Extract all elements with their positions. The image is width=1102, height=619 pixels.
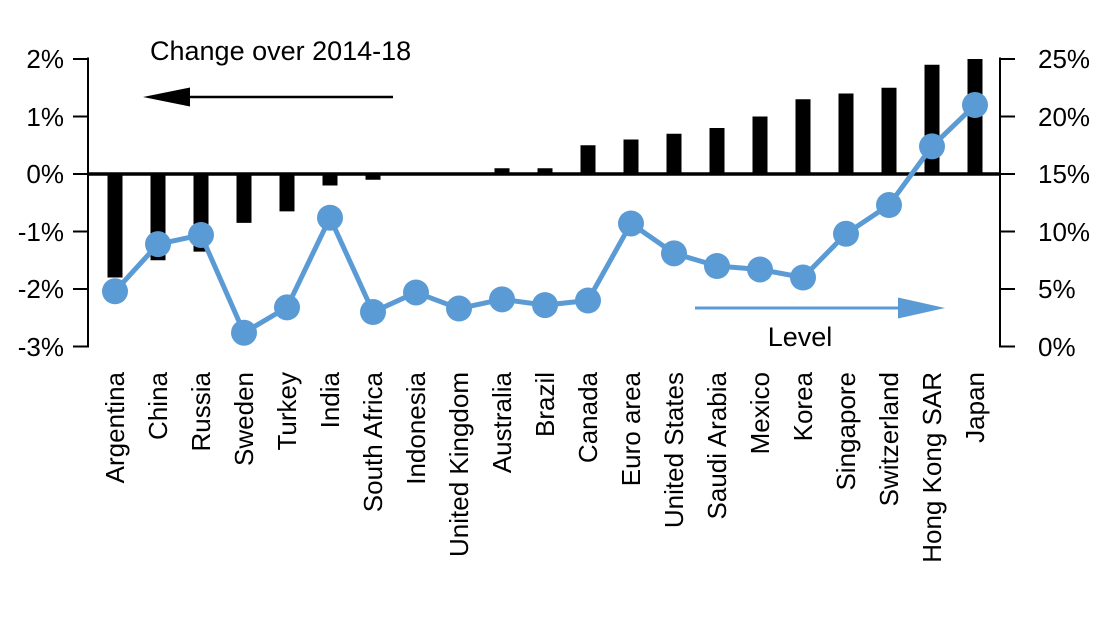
change-bar-euro-area: [623, 139, 639, 174]
change-bar-argentina: [107, 174, 123, 278]
change-bar-turkey: [279, 174, 295, 212]
change-bar-sweden: [236, 174, 252, 223]
right-axis-tick-label-5: 5%: [1038, 274, 1076, 304]
category-label-india: India: [315, 372, 345, 429]
category-label-russia: Russia: [186, 372, 216, 452]
level-marker-china: [145, 231, 171, 258]
right-axis-tick-label-0: 0%: [1038, 331, 1076, 362]
category-label-china: China: [143, 372, 173, 440]
change-bar-australia: [494, 168, 510, 174]
level-marker-united-states: [661, 240, 687, 267]
category-label-indonesia: Indonesia: [401, 372, 431, 485]
change-bar-korea: [795, 99, 811, 174]
level-marker-india: [317, 204, 343, 231]
change-bar-saudi-arabia: [709, 128, 725, 174]
category-label-argentina: Argentina: [100, 372, 130, 484]
level-marker-japan: [962, 92, 988, 118]
left-arrow-head-icon: [143, 87, 190, 107]
left-axis-tick-label-0: 0%: [26, 159, 64, 189]
level-marker-turkey: [274, 294, 300, 321]
category-label-mexico: Mexico: [745, 372, 775, 455]
right-axis-tick-label-10: 10%: [1038, 216, 1091, 247]
category-label-hong-kong-sar: Hong Kong SAR: [917, 372, 947, 563]
change-bar-canada: [580, 145, 596, 174]
left-axis-tick-label-2: 2%: [26, 44, 64, 74]
change-bar-india: [322, 174, 338, 186]
level-marker-canada: [575, 287, 601, 314]
left-axis-tick-label--1: -1%: [17, 216, 64, 247]
category-label-sweden: Sweden: [229, 372, 259, 466]
change-bar-south-africa: [365, 174, 381, 180]
category-label-turkey: Turkey: [272, 372, 302, 451]
right-arrow-head-icon: [898, 297, 945, 319]
level-marker-hong-kong-sar: [919, 133, 945, 160]
level-marker-sweden: [231, 319, 257, 346]
level-marker-south-africa: [360, 299, 386, 325]
category-label-euro-area: Euro area: [616, 372, 646, 487]
level-marker-euro-area: [618, 210, 644, 237]
right-axis-tick-label-20: 20%: [1038, 101, 1091, 132]
level-marker-switzerland: [876, 192, 902, 219]
right-axis-tick-label-25: 25%: [1038, 44, 1091, 74]
category-label-united-kingdom: United Kingdom: [444, 372, 474, 557]
category-label-brazil: Brazil: [530, 372, 560, 438]
category-label-saudi-arabia: Saudi Arabia: [702, 372, 732, 520]
level-marker-singapore: [833, 220, 859, 247]
category-label-united-states: United States: [659, 372, 689, 529]
level-marker-mexico: [747, 256, 773, 283]
change-bar-brazil: [537, 168, 553, 174]
level-marker-saudi-arabia: [704, 253, 730, 279]
level-marker-russia: [188, 221, 214, 248]
category-label-singapore: Singapore: [831, 372, 861, 491]
level-marker-argentina: [102, 278, 128, 305]
category-label-australia: Australia: [487, 372, 517, 474]
category-label-japan: Japan: [960, 372, 990, 443]
level-marker-korea: [790, 264, 816, 291]
change-bar-mexico: [752, 116, 768, 174]
change-bar-switzerland: [881, 87, 897, 174]
level-marker-united-kingdom: [446, 295, 472, 322]
right-axis-tick-label-15: 15%: [1038, 159, 1091, 189]
change-bar-singapore: [838, 93, 854, 174]
left-axis-tick-label-1: 1%: [26, 101, 64, 132]
category-label-korea: Korea: [788, 372, 818, 442]
left-axis-tick-label--3: -3%: [17, 331, 64, 362]
left-axis-tick-label--2: -2%: [17, 274, 64, 304]
category-label-canada: Canada: [573, 372, 603, 464]
bar-series-annotation: Change over 2014-18: [150, 36, 412, 66]
category-label-south-africa: South Africa: [358, 372, 388, 513]
level-marker-brazil: [532, 292, 558, 319]
level-marker-australia: [489, 286, 515, 313]
level-marker-indonesia: [403, 279, 429, 306]
line-series-annotation: Level: [767, 322, 833, 352]
category-label-switzerland: Switzerland: [874, 372, 904, 507]
change-bar-united-states: [666, 133, 682, 174]
